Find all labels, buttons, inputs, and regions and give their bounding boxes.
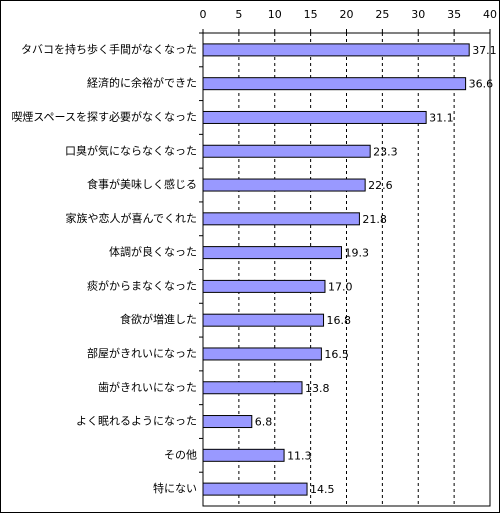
y-tick-label: 喫煙スペースを探す必要がなくなった	[11, 109, 197, 123]
x-tick-label: 10	[268, 8, 282, 21]
bar	[202, 381, 303, 395]
y-tick-label: 口臭が気にならなくなった	[65, 143, 197, 157]
x-tick-label: 35	[447, 8, 461, 21]
value-label: 11.3	[287, 449, 312, 462]
y-tick-label: 痰がからまなくなった	[87, 278, 197, 292]
y-tick-label: 食欲が増進した	[120, 312, 197, 326]
value-label: 36.6	[469, 78, 494, 91]
y-tick-label: その他	[164, 448, 197, 461]
bar	[202, 43, 470, 57]
value-label: 22.6	[368, 179, 393, 192]
x-tick-label: 15	[304, 8, 318, 21]
y-tick-label: 特にない	[153, 481, 197, 495]
value-label: 31.1	[429, 111, 454, 124]
value-label: 23.3	[373, 145, 398, 158]
value-label: 6.8	[255, 416, 272, 429]
value-label: 16.8	[327, 314, 352, 327]
bar	[202, 212, 360, 226]
y-tick-label: 食事が美味しく感じる	[87, 177, 197, 191]
y-tick-label: 歯がきれいになった	[98, 380, 197, 394]
y-tick-label: タバコを持ち歩く手間がなくなった	[21, 42, 197, 56]
y-tick-label: 部屋がきれいになった	[87, 346, 197, 360]
y-tick-label: 体調が良くなった	[109, 245, 197, 259]
bar	[202, 313, 325, 327]
bar	[202, 246, 342, 260]
value-label: 19.3	[344, 247, 369, 260]
bar	[202, 77, 467, 91]
x-tick-label: 30	[411, 8, 425, 21]
bar	[202, 448, 285, 462]
value-label: 37.1	[472, 44, 497, 57]
x-tick-label: 0	[200, 8, 207, 21]
bar	[202, 110, 427, 124]
bar	[202, 347, 322, 361]
bar	[202, 415, 253, 429]
y-tick-label: 経済的に余裕ができた	[87, 76, 197, 90]
y-tick-label: 家族や恋人が喜んでくれた	[66, 211, 197, 225]
x-tick-label: 25	[375, 8, 389, 21]
x-tick-label: 20	[340, 8, 354, 21]
bar	[202, 144, 371, 158]
value-label: 17.0	[328, 280, 353, 293]
value-label: 14.5	[310, 483, 335, 496]
bar	[202, 482, 308, 496]
x-tick-label: 40	[483, 8, 497, 21]
bar	[202, 279, 326, 293]
value-label: 13.8	[305, 382, 330, 395]
y-tick-label: よく眠れるようになった	[76, 415, 197, 428]
x-tick-label: 5	[235, 8, 242, 21]
value-label: 21.8	[362, 213, 387, 226]
bar	[202, 178, 366, 192]
value-label: 16.5	[324, 348, 349, 361]
